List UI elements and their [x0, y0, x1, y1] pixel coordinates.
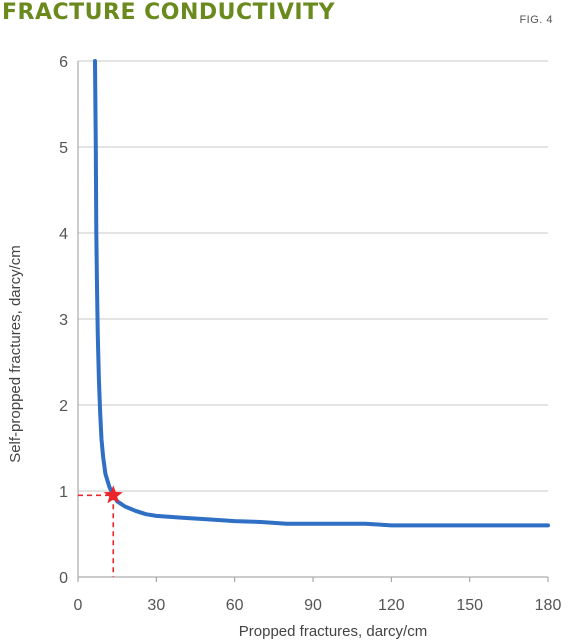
x-tick-label-150: 150 — [456, 597, 483, 614]
x-tick-label-180: 180 — [535, 597, 562, 614]
x-tick-label-90: 90 — [304, 597, 322, 614]
highlight-marker — [103, 485, 123, 504]
y-tick-label-2: 2 — [59, 398, 68, 415]
y-tick-label-4: 4 — [59, 226, 68, 243]
x-tick-label-0: 0 — [74, 597, 83, 614]
series — [93, 59, 550, 528]
y-tick-label-3: 3 — [59, 312, 68, 329]
y-tick-label-6: 6 — [59, 54, 68, 71]
star-marker-icon — [103, 485, 123, 504]
x-tick-label-30: 30 — [147, 597, 165, 614]
grid-lines — [78, 60, 548, 492]
highlight-guides — [78, 494, 115, 577]
axes — [77, 61, 549, 582]
x-tick-label-60: 60 — [226, 597, 244, 614]
chart-title: FRACTURE CONDUCTIVITY — [2, 0, 336, 25]
y-tick-label-0: 0 — [59, 570, 68, 587]
y-tick-labels: 0 1 2 3 4 5 6 — [59, 54, 68, 587]
y-axis-label: Self-propped fractures, darcy/cm — [7, 245, 24, 463]
x-tick-label-120: 120 — [378, 597, 405, 614]
y-tick-label-5: 5 — [59, 140, 68, 157]
series-line-0 — [93, 59, 550, 528]
x-tick-labels: 0 30 60 90 120 150 180 — [74, 597, 562, 614]
figure-label: FIG. 4 — [519, 14, 553, 26]
y-tick-label-1: 1 — [59, 484, 68, 501]
x-axis-label: Propped fractures, darcy/cm — [239, 623, 427, 640]
